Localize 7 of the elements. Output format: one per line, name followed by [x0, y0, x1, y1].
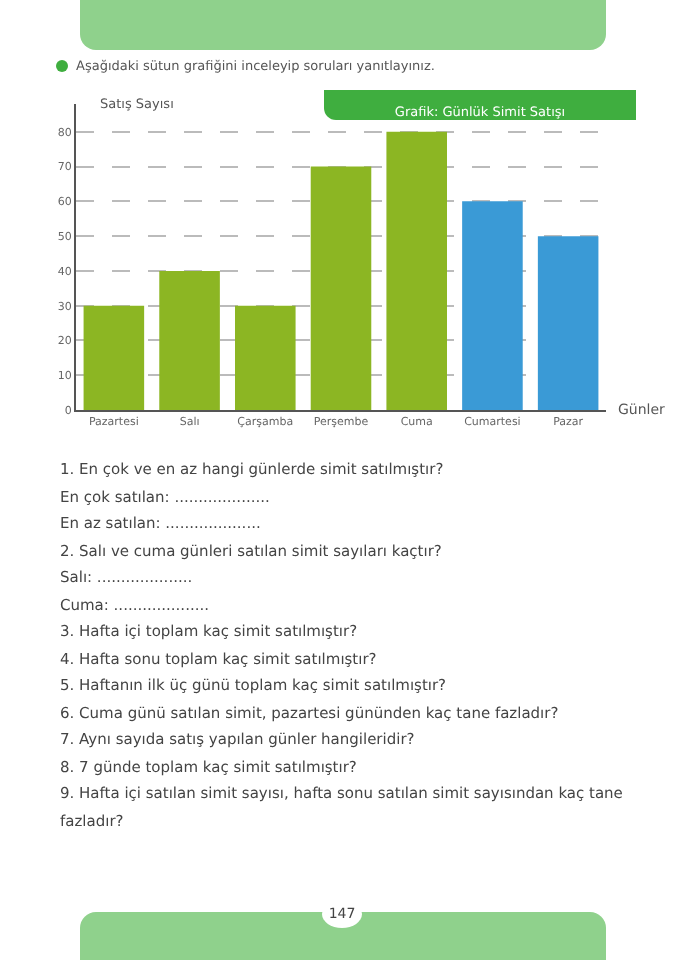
bar: [386, 131, 447, 410]
bar: [462, 201, 523, 410]
bar: [159, 270, 220, 410]
bar: [83, 305, 145, 410]
bar: [537, 236, 599, 410]
bar: [310, 166, 372, 410]
bar: [235, 305, 296, 410]
